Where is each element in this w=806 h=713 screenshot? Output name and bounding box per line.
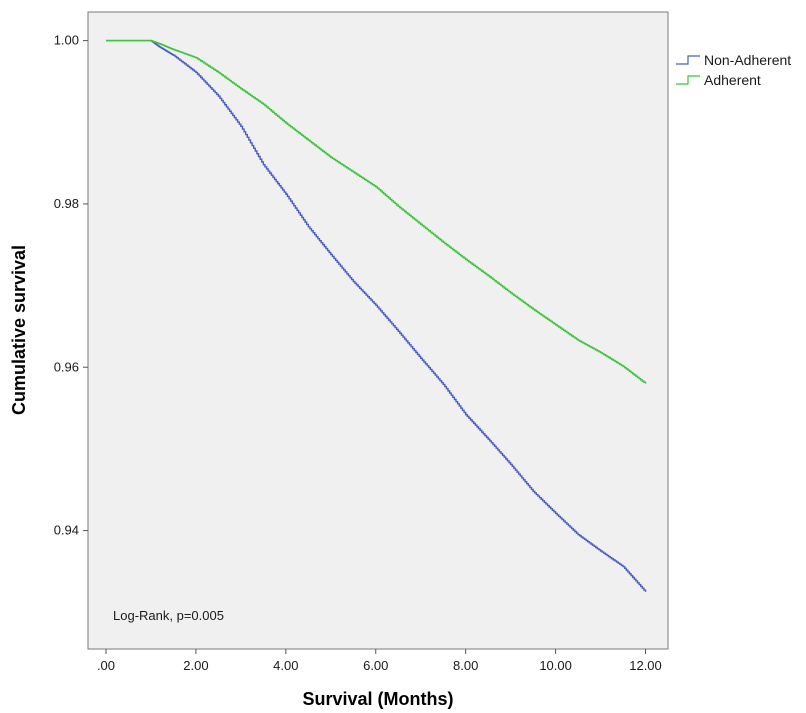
legend-swatch-adherent	[676, 75, 700, 85]
x-tick-label: 6.00	[363, 658, 388, 673]
x-axis-title: Survival (Months)	[302, 689, 453, 709]
legend-label-adherent: Adherent	[704, 72, 761, 88]
y-tick-label: 0.94	[54, 523, 79, 538]
legend-label-non-adherent: Non-Adherent	[704, 52, 791, 68]
x-tick-label: 8.00	[453, 658, 478, 673]
y-tick-label: 0.96	[54, 359, 79, 374]
y-tick-label: 1.00	[54, 33, 79, 48]
legend-item-non-adherent: Non-Adherent	[676, 52, 791, 68]
x-tick-label: 4.00	[273, 658, 298, 673]
series-line-adherent	[105, 39, 647, 384]
y-axis: 0.94 0.96 0.98 1.00	[54, 33, 88, 538]
log-rank-annotation: Log-Rank, p=0.005	[113, 608, 224, 623]
y-axis-title: Cumulative survival	[9, 245, 29, 415]
legend-item-adherent: Adherent	[676, 72, 761, 88]
plot-area	[87, 11, 669, 650]
x-tick-label: .00	[97, 658, 115, 673]
x-axis: .00 2.00 4.00 6.00 8.00 10.00 12.00	[97, 649, 662, 673]
y-tick-label: 0.98	[54, 196, 79, 211]
series-layer	[105, 39, 647, 592]
legend-swatch-non-adherent	[676, 55, 700, 65]
x-tick-label: 2.00	[183, 658, 208, 673]
series-line-non-adherent	[105, 39, 647, 592]
legend: Non-Adherent Adherent	[676, 52, 791, 88]
x-tick-label: 12.00	[629, 658, 662, 673]
x-tick-label: 10.00	[539, 658, 572, 673]
